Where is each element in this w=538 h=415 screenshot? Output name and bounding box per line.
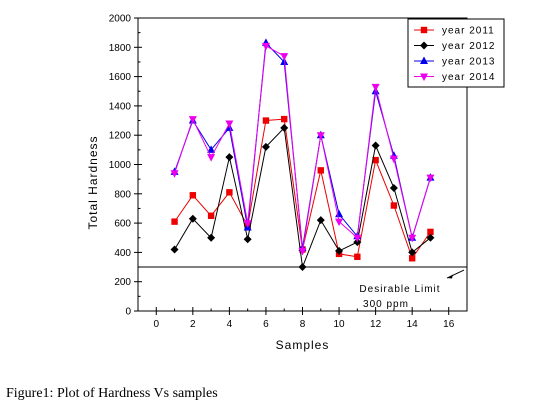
y-tick-label: 2000	[109, 14, 132, 25]
y-tick-label: 200	[114, 277, 131, 288]
data-point-year-2012	[280, 123, 289, 132]
legend-marker-year-2011	[420, 26, 428, 34]
legend-marker-year-2014	[420, 73, 428, 81]
data-point-year-2011	[390, 202, 398, 209]
series-year-2012	[170, 123, 435, 272]
legend-marker-year-2012	[420, 41, 428, 50]
x-tick-label: 10	[333, 319, 345, 330]
series-layer	[170, 38, 435, 272]
data-point-year-2012	[335, 246, 344, 255]
data-point-year-2014	[316, 132, 325, 140]
legend-marker-year-2013	[420, 56, 428, 64]
data-point-year-2014	[353, 234, 362, 243]
legend: year 2011 year 2012 year 2013 year 2014	[407, 18, 505, 88]
y-axis-label: Total Hardness	[86, 135, 100, 229]
x-tick-label: 2	[190, 319, 196, 330]
data-point-year-2011	[354, 253, 361, 260]
data-point-year-2011	[207, 212, 215, 219]
annotation-arrow-head	[447, 274, 453, 279]
data-point-year-2011	[317, 167, 324, 174]
data-point-year-2012	[389, 183, 398, 192]
data-point-year-2012	[170, 245, 179, 254]
data-point-year-2014	[335, 218, 344, 227]
data-point-year-2012	[261, 142, 270, 151]
legend-label-year-2014: year 2014	[442, 72, 495, 83]
x-tick-label: 8	[300, 319, 306, 330]
y-axis: 0 200 400 600 800 1000 1200 1400 1600 1800 2000	[109, 14, 142, 318]
data-point-year-2011	[372, 156, 379, 164]
data-point-year-2014	[243, 220, 252, 228]
x-tick-label: 12	[370, 319, 382, 330]
x-tick-label: 0	[153, 319, 159, 330]
data-point-year-2014	[280, 53, 289, 61]
data-point-year-2011	[262, 117, 270, 124]
data-point-year-2011	[427, 228, 434, 236]
data-point-year-2012	[207, 233, 216, 242]
x-tick-label: 4	[227, 319, 233, 330]
y-tick-label: 0	[125, 307, 131, 318]
x-tick-label: 14	[407, 319, 419, 330]
legend-label-year-2011: year 2011	[442, 26, 495, 37]
y-tick-label: 1800	[109, 43, 132, 54]
y-tick-label: 600	[114, 219, 131, 230]
y-tick-label: 1000	[109, 160, 132, 171]
y-tick-label: 1200	[109, 131, 132, 142]
y-tick-label: 1400	[109, 101, 132, 112]
data-point-year-2011	[281, 115, 288, 123]
data-point-year-2014	[261, 42, 270, 51]
x-tick-label: 16	[443, 319, 455, 330]
data-point-year-2011	[171, 218, 178, 225]
data-point-year-2014	[408, 234, 417, 243]
data-point-year-2012	[426, 233, 435, 242]
y-tick-label: 800	[114, 189, 131, 200]
data-point-year-2011	[408, 255, 416, 262]
data-point-year-2012	[243, 235, 252, 244]
data-point-year-2013	[207, 145, 216, 153]
series-year-2013	[170, 38, 435, 252]
data-point-year-2012	[316, 216, 325, 225]
x-tick-label: 6	[263, 319, 269, 330]
x-axis-label: Samples	[276, 338, 330, 352]
data-point-year-2014	[170, 170, 179, 178]
desirable-limit-value: 300 ppm	[363, 299, 409, 310]
data-point-year-2013	[335, 209, 344, 218]
legend-label-year-2013: year 2013	[442, 57, 495, 68]
data-point-year-2012	[371, 141, 380, 150]
data-point-year-2014	[188, 116, 197, 124]
data-point-year-2014	[298, 247, 307, 256]
reference-line-layer: Desirable Limit 300 ppm	[138, 266, 467, 310]
x-axis: 0 2 4 6 8 10 12 14 16	[153, 307, 455, 330]
data-point-year-2012	[188, 214, 197, 223]
data-point-year-2011	[226, 189, 233, 196]
hardness-chart: 0 200 400 600 800 1000 1200 1400 1600 1800 2000 0 2…	[86, 14, 505, 352]
y-tick-label: 1600	[109, 72, 132, 83]
data-point-year-2014	[225, 120, 234, 128]
data-point-year-2012	[408, 248, 417, 257]
data-point-year-2012	[225, 153, 234, 162]
desirable-limit-label: Desirable Limit	[359, 284, 440, 295]
legend-label-year-2012: year 2012	[442, 41, 495, 52]
data-point-year-2014	[371, 83, 380, 92]
y-tick-label: 400	[114, 248, 131, 259]
data-point-year-2014	[389, 155, 398, 164]
figure-caption: Figure1: Plot of Hardness Vs samples	[6, 386, 218, 401]
data-point-year-2011	[189, 192, 197, 199]
data-point-year-2014	[207, 154, 216, 162]
series-year-2014	[170, 42, 435, 256]
data-point-year-2014	[426, 174, 435, 183]
